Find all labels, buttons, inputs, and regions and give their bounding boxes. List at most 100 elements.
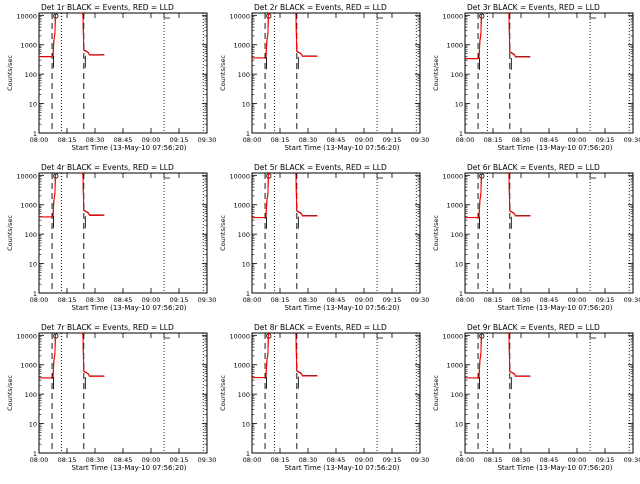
y-tick-label: 1000: [20, 42, 37, 50]
x-axis-label: Start Time (13-May-10 07:56:20): [497, 144, 612, 152]
panel-title: Det 7r BLACK = Events, RED = LLD: [41, 323, 174, 332]
y-tick-label: 10000: [442, 12, 463, 20]
x-tick-label: 09:00: [355, 456, 374, 464]
x-axis-label: Start Time (13-May-10 07:56:20): [71, 144, 186, 152]
x-axis-label: Start Time (13-May-10 07:56:20): [71, 304, 186, 312]
x-tick-label: 08:45: [327, 456, 346, 464]
x-tick-label: 09:30: [411, 136, 430, 144]
x-tick-label: 08:00: [30, 136, 49, 144]
y-tick-label: 1: [459, 290, 463, 298]
y-axis-label: Counts/sec: [432, 215, 440, 251]
x-tick-label: 08:45: [540, 136, 559, 144]
panel-title: Det 6r BLACK = Events, RED = LLD: [467, 163, 600, 172]
y-tick-label: 100: [25, 71, 37, 79]
x-tick-label: 09:30: [624, 456, 640, 464]
y-tick-label: 1: [246, 130, 250, 138]
marker-bracket: [589, 333, 597, 339]
x-tick-label: 08:15: [484, 456, 503, 464]
y-tick-label: 10: [242, 101, 250, 109]
x-axis-label: Start Time (13-May-10 07:56:20): [71, 464, 186, 472]
y-tick-label: 1: [246, 290, 250, 298]
y-tick-label: 1000: [446, 202, 463, 210]
x-tick-label: 09:30: [624, 296, 640, 304]
panel-title: Det 2r BLACK = Events, RED = LLD: [254, 3, 387, 12]
x-tick-label: 08:00: [243, 296, 262, 304]
x-tick-label: 08:45: [540, 456, 559, 464]
detector-panel: Det 3r BLACK = Events, RED = LLD 1 10 100 10…: [432, 3, 640, 152]
plot-frame: [464, 172, 634, 294]
y-tick-label: 10000: [16, 172, 37, 180]
y-tick-label: 100: [451, 71, 463, 79]
y-tick-label: 10000: [229, 332, 250, 340]
y-tick-label: 100: [25, 231, 37, 239]
x-tick-label: 09:00: [355, 296, 374, 304]
x-tick-label: 08:30: [512, 136, 531, 144]
y-tick-label: 1: [33, 130, 37, 138]
x-tick-label: 08:00: [456, 136, 475, 144]
detector-panel: Det 6r BLACK = Events, RED = LLD 1 10 100 10…: [432, 163, 640, 312]
x-tick-label: 08:45: [114, 296, 133, 304]
x-tick-label: 09:15: [383, 456, 402, 464]
lld-series-line: [465, 333, 531, 379]
x-tick-label: 08:15: [58, 296, 77, 304]
y-tick-label: 10: [455, 421, 463, 429]
x-tick-label: 08:00: [243, 456, 262, 464]
x-tick-label: 08:15: [58, 456, 77, 464]
y-tick-label: 1: [33, 290, 37, 298]
x-axis-label: Start Time (13-May-10 07:56:20): [284, 304, 399, 312]
y-tick-label: 100: [451, 231, 463, 239]
y-tick-label: 10000: [229, 12, 250, 20]
y-tick-label: 10: [455, 101, 463, 109]
x-tick-label: 08:30: [512, 296, 531, 304]
x-axis-label: Start Time (13-May-10 07:56:20): [284, 464, 399, 472]
plot-frame: [464, 12, 634, 134]
detector-panel: Det 4r BLACK = Events, RED = LLD 1 10 100 10…: [6, 163, 216, 312]
y-tick-label: 100: [238, 231, 250, 239]
y-tick-label: 1: [33, 450, 37, 458]
y-axis-label: Counts/sec: [6, 215, 14, 251]
y-tick-label: 10000: [16, 332, 37, 340]
panel-title: Det 5r BLACK = Events, RED = LLD: [254, 163, 387, 172]
x-tick-label: 08:15: [58, 136, 77, 144]
y-axis-label: Counts/sec: [219, 55, 227, 91]
x-tick-label: 08:30: [299, 296, 318, 304]
y-tick-label: 10: [242, 261, 250, 269]
x-tick-label: 08:00: [243, 136, 262, 144]
y-tick-label: 10: [455, 261, 463, 269]
x-tick-label: 08:00: [30, 456, 49, 464]
lld-series-line: [252, 333, 318, 379]
y-axis-label: Counts/sec: [219, 375, 227, 411]
marker-bracket: [376, 173, 384, 179]
panel-title: Det 8r BLACK = Events, RED = LLD: [254, 323, 387, 332]
detector-panel: Det 8r BLACK = Events, RED = LLD 1 10 100 10…: [219, 323, 429, 472]
y-axis-label: Counts/sec: [219, 215, 227, 251]
x-tick-label: 08:15: [271, 136, 290, 144]
panel-title: Det 4r BLACK = Events, RED = LLD: [41, 163, 174, 172]
x-axis-label: Start Time (13-May-10 07:56:20): [497, 464, 612, 472]
y-tick-label: 100: [451, 391, 463, 399]
x-tick-label: 09:00: [568, 456, 587, 464]
x-tick-label: 09:00: [568, 296, 587, 304]
x-tick-label: 08:30: [86, 456, 105, 464]
x-tick-label: 09:15: [383, 296, 402, 304]
y-axis-label: Counts/sec: [6, 375, 14, 411]
y-tick-label: 1000: [446, 42, 463, 50]
plot-frame: [251, 332, 421, 454]
y-axis-label: Counts/sec: [6, 55, 14, 91]
x-tick-label: 08:00: [456, 456, 475, 464]
lld-series-line: [39, 13, 105, 58]
x-tick-label: 08:15: [271, 456, 290, 464]
marker-bracket: [376, 13, 384, 19]
marker-bracket: [163, 173, 171, 179]
x-tick-label: 09:00: [568, 136, 587, 144]
x-tick-label: 09:15: [170, 296, 189, 304]
lld-series-line: [252, 13, 318, 59]
x-tick-label: 08:45: [327, 296, 346, 304]
x-tick-label: 08:15: [484, 136, 503, 144]
plot-frame: [38, 12, 208, 134]
detector-panel: Det 9r BLACK = Events, RED = LLD 1 10 100 10…: [432, 323, 640, 472]
marker-bracket: [376, 333, 384, 339]
plot-frame: [251, 172, 421, 294]
x-tick-label: 08:00: [30, 296, 49, 304]
marker-bracket: [589, 173, 597, 179]
